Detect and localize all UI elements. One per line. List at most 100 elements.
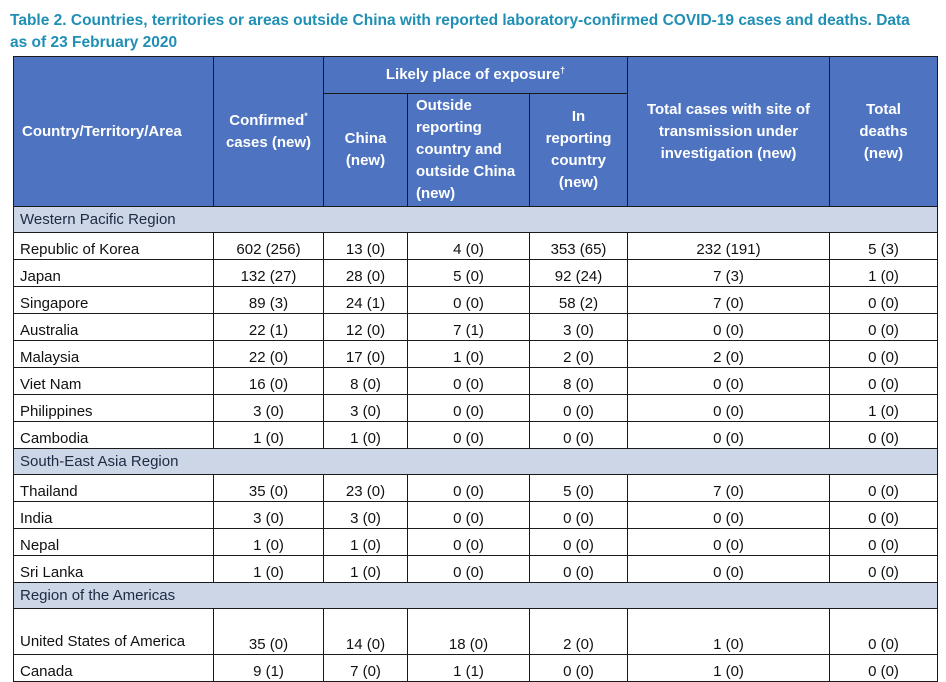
country-cell: Canada [13,654,214,682]
covid-cases-table: Country/Territory/Area Confirmed* cases … [13,56,938,682]
country-cell: Viet Nam [13,367,214,395]
outside-cell: 5 (0) [407,259,530,287]
outside-cell: 0 (0) [407,474,530,502]
china-cell: 17 (0) [323,340,408,368]
header-deaths: Total deaths (new) [829,56,938,207]
table-row: Nepal 1 (0) 1 (0) 0 (0) 0 (0) 0 (0) 0 (0) [13,528,938,556]
outside-cell: 0 (0) [407,394,530,422]
investigation-cell: 0 (0) [627,367,830,395]
investigation-cell: 7 (0) [627,286,830,314]
outside-cell: 0 (0) [407,501,530,529]
outside-cell: 1 (1) [407,654,530,682]
confirmed-cell: 1 (0) [213,528,324,556]
region-name: Western Pacific Region [13,206,938,233]
table-row: Japan 132 (27) 28 (0) 5 (0) 92 (24) 7 (3) 1 (0… [13,259,938,287]
table-row: Cambodia 1 (0) 1 (0) 0 (0) 0 (0) 0 (0) 0 (0) [13,421,938,449]
china-cell: 3 (0) [323,394,408,422]
header-confirmed-footnote-mark: * [304,110,308,121]
confirmed-cell: 22 (0) [213,340,324,368]
confirmed-cell: 3 (0) [213,394,324,422]
deaths-cell: 0 (0) [829,367,938,395]
china-cell: 14 (0) [323,608,408,655]
outside-cell: 0 (0) [407,367,530,395]
header-china: China (new) [323,93,408,207]
confirmed-cell: 3 (0) [213,501,324,529]
deaths-cell: 5 (3) [829,232,938,260]
in-country-cell: 0 (0) [529,394,628,422]
confirmed-cell: 9 (1) [213,654,324,682]
china-cell: 1 (0) [323,421,408,449]
investigation-cell: 0 (0) [627,501,830,529]
in-country-cell: 3 (0) [529,313,628,341]
table-row: United States of America 35 (0) 14 (0) 18 (… [13,608,938,655]
deaths-cell: 0 (0) [829,313,938,341]
deaths-cell: 0 (0) [829,555,938,583]
in-country-cell: 8 (0) [529,367,628,395]
country-cell: Republic of Korea [13,232,214,260]
table-row: Philippines 3 (0) 3 (0) 0 (0) 0 (0) 0 (0) 1 (0… [13,394,938,422]
table-row: Singapore 89 (3) 24 (1) 0 (0) 58 (2) 7 (0) 0 (… [13,286,938,314]
country-cell: Thailand [13,474,214,502]
in-country-cell: 2 (0) [529,608,628,655]
country-cell: India [13,501,214,529]
country-cell: Australia [13,313,214,341]
confirmed-cell: 22 (1) [213,313,324,341]
header-confirmed: Confirmed* cases (new) [213,56,324,207]
in-country-cell: 0 (0) [529,555,628,583]
investigation-cell: 7 (3) [627,259,830,287]
header-confirmed-sub: cases (new) [225,133,312,151]
region-name: Region of the Americas [13,582,938,609]
table-body: Western Pacific Region Republic of Korea 6… [13,206,938,682]
investigation-cell: 0 (0) [627,421,830,449]
outside-cell: 0 (0) [407,286,530,314]
in-country-cell: 0 (0) [529,528,628,556]
in-country-cell: 5 (0) [529,474,628,502]
table-row: Australia 22 (1) 12 (0) 7 (1) 3 (0) 0 (0) 0 (0… [13,313,938,341]
outside-cell: 18 (0) [407,608,530,655]
region-row: South-East Asia Region [13,448,938,475]
investigation-cell: 232 (191) [627,232,830,260]
header-country: Country/Territory/Area [13,56,214,207]
china-cell: 1 (0) [323,555,408,583]
china-cell: 12 (0) [323,313,408,341]
outside-cell: 0 (0) [407,528,530,556]
in-country-cell: 92 (24) [529,259,628,287]
outside-cell: 0 (0) [407,555,530,583]
china-cell: 1 (0) [323,528,408,556]
header-confirmed-label: Confirmed [229,111,305,129]
outside-cell: 1 (0) [407,340,530,368]
country-cell: Philippines [13,394,214,422]
region-row: Western Pacific Region [13,206,938,233]
country-cell: Nepal [13,528,214,556]
table-caption: Table 2. Countries, territories or areas… [10,12,910,51]
confirmed-cell: 1 (0) [213,421,324,449]
header-in-country: In reporting country (new) [529,93,628,207]
china-cell: 13 (0) [323,232,408,260]
investigation-cell: 0 (0) [627,394,830,422]
investigation-cell: 0 (0) [627,555,830,583]
table-row: Sri Lanka 1 (0) 1 (0) 0 (0) 0 (0) 0 (0) 0 (0) [13,555,938,583]
investigation-cell: 1 (0) [627,608,830,655]
china-cell: 8 (0) [323,367,408,395]
table-row: Republic of Korea 602 (256) 13 (0) 4 (0) 353… [13,232,938,260]
investigation-cell: 7 (0) [627,474,830,502]
country-cell: Sri Lanka [13,555,214,583]
header-outside: Outside reporting country and outside Ch… [407,93,530,207]
in-country-cell: 353 (65) [529,232,628,260]
in-country-cell: 0 (0) [529,654,628,682]
deaths-cell: 0 (0) [829,528,938,556]
table-row: Thailand 35 (0) 23 (0) 0 (0) 5 (0) 7 (0) 0 (0) [13,474,938,502]
table-row: Malaysia 22 (0) 17 (0) 1 (0) 2 (0) 2 (0) 0 (0) [13,340,938,368]
in-country-cell: 0 (0) [529,421,628,449]
table-row: India 3 (0) 3 (0) 0 (0) 0 (0) 0 (0) 0 (0) [13,501,938,529]
confirmed-cell: 602 (256) [213,232,324,260]
in-country-cell: 0 (0) [529,501,628,529]
deaths-cell: 0 (0) [829,286,938,314]
investigation-cell: 0 (0) [627,528,830,556]
table-row: Viet Nam 16 (0) 8 (0) 0 (0) 8 (0) 0 (0) 0 (0) [13,367,938,395]
country-cell: Cambodia [13,421,214,449]
investigation-cell: 1 (0) [627,654,830,682]
deaths-cell: 1 (0) [829,394,938,422]
country-cell: Japan [13,259,214,287]
investigation-cell: 0 (0) [627,313,830,341]
